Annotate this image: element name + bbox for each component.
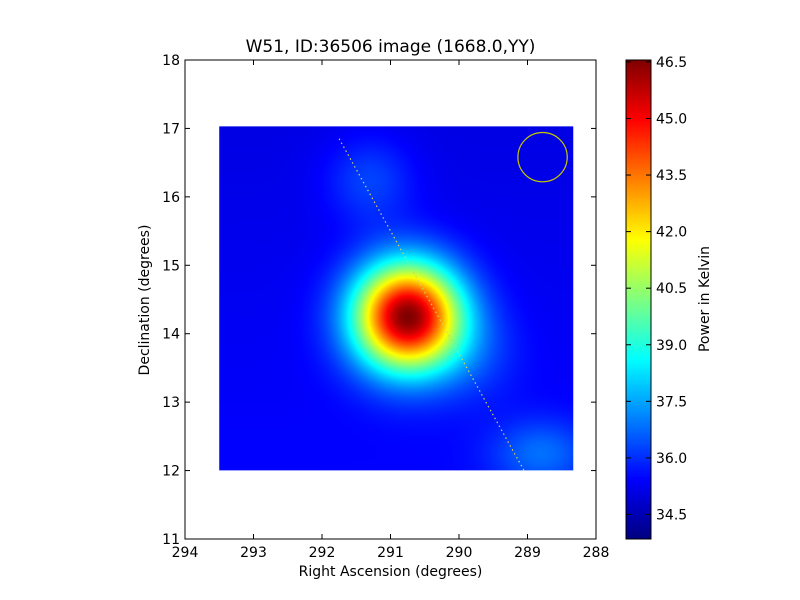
y-tick-label: 15 xyxy=(162,258,180,274)
x-tick-label: 290 xyxy=(446,545,473,561)
chart-title: W51, ID:36506 image (1668.0,YY) xyxy=(246,37,536,57)
y-tick-label: 18 xyxy=(162,53,180,69)
colorbar-tick-label: 43.5 xyxy=(656,168,687,184)
colorbar-tick-label: 42.0 xyxy=(656,225,687,241)
colorbar-tick-label: 34.5 xyxy=(656,507,687,523)
y-tick-label: 17 xyxy=(162,121,180,137)
x-tick-label: 292 xyxy=(309,545,336,561)
y-axis-label: Declination (degrees) xyxy=(137,225,153,376)
axes-ticks: 294 293 292 291 290 289 288 11 12 13 14 15 16 17 18 xyxy=(162,53,609,561)
y-tick-label: 12 xyxy=(162,464,180,480)
y-tick-label: 16 xyxy=(162,190,180,206)
colorbar-tick-label: 37.5 xyxy=(656,394,687,410)
colorbar-tick-label: 39.0 xyxy=(656,338,687,354)
colorbar-tick-label: 36.0 xyxy=(656,451,687,467)
colorbar-gradient xyxy=(626,60,651,539)
beam-circle xyxy=(517,131,568,183)
colorbar-tick-label: 46.5 xyxy=(656,55,687,71)
x-tick-label: 291 xyxy=(377,545,404,561)
x-axis-label: Right Ascension (degrees) xyxy=(299,564,483,580)
x-tick-label: 288 xyxy=(583,545,610,561)
x-tick-label: 294 xyxy=(172,545,199,561)
x-tick-label: 293 xyxy=(240,545,267,561)
galactic-plane-line xyxy=(338,138,525,471)
colorbar-frame xyxy=(625,59,652,540)
x-tick-label: 289 xyxy=(514,545,541,561)
heatmap-image xyxy=(219,126,574,471)
colorbar-ticks: 34.5 36.0 37.5 39.0 40.5 42.0 43.5 45.0 46.5 xyxy=(626,55,687,523)
y-tick-label: 11 xyxy=(162,532,180,548)
colorbar-tick-label: 45.0 xyxy=(656,111,687,127)
y-tick-label: 13 xyxy=(162,395,180,411)
colorbar-tick-label: 40.5 xyxy=(656,281,687,297)
colorbar-label: Power in Kelvin xyxy=(697,246,713,352)
y-tick-label: 14 xyxy=(162,327,180,343)
overlays xyxy=(338,131,568,471)
